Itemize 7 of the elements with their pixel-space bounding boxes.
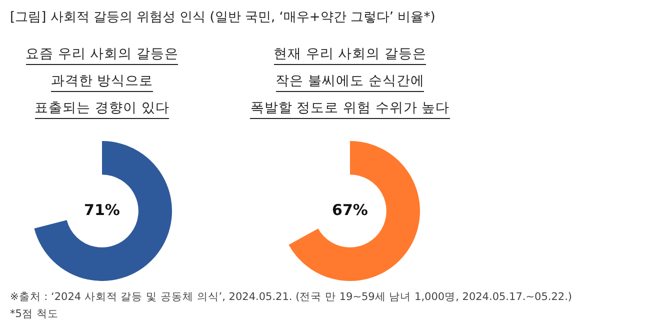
data-label: 67% — [332, 200, 368, 219]
data-label: 71% — [84, 200, 120, 219]
text: ※출처 : ‘2024 사회적 갈등 및 공동체 의식’, 2024.05.21. (전국 만 19~59세 남녀 1,000명, 2024.05.17.~05.22.) — [10, 290, 572, 304]
chart-title: 현재 우리 사회의 갈등은 작은 불씨에도 순식간에 폭발할 정도로 위험 수위가 높다 — [250, 46, 450, 118]
chart-title: 요즘 우리 사회의 갈등은 과격한 방식으로 표출되는 경향이 있다 — [26, 46, 178, 118]
text: *5점 척도 — [10, 307, 58, 321]
text: [그림] 사회적 갈등의 위험성 인식 (일반 국민, ‘매우+약간 그렇다’ 비율*) — [10, 9, 436, 26]
